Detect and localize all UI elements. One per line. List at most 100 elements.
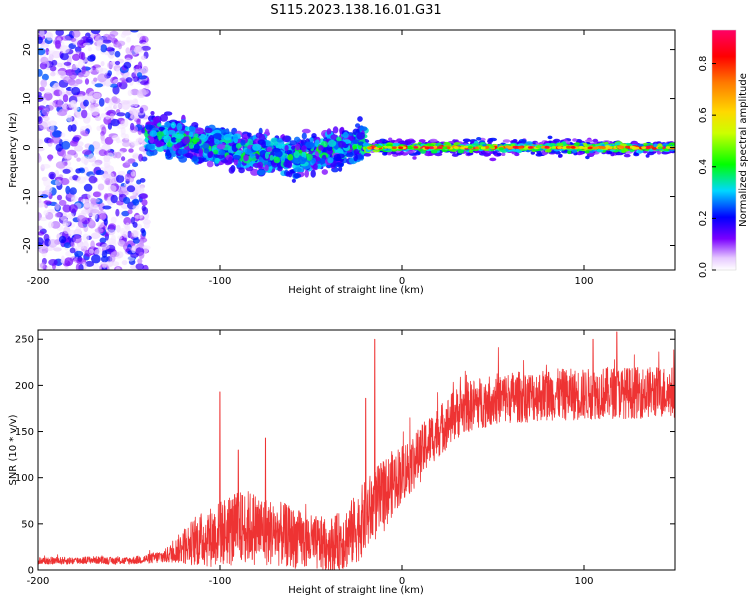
spectrogram-cell bbox=[337, 141, 347, 148]
spectrogram-cell bbox=[77, 242, 84, 250]
spectrogram-cell bbox=[130, 30, 139, 33]
spectrogram-cell bbox=[547, 135, 553, 140]
spectrogram-cell bbox=[114, 104, 124, 109]
spectrogram-cell bbox=[174, 134, 183, 139]
spectrogram-cell bbox=[136, 118, 141, 126]
spectrogram-cell bbox=[189, 125, 195, 132]
spectrogram-cell bbox=[109, 113, 115, 119]
spectrogram-cell bbox=[53, 247, 62, 252]
spectrogram-cell bbox=[535, 153, 543, 157]
spectrogram-cell bbox=[110, 216, 117, 224]
spectrogram-cell bbox=[176, 122, 183, 131]
spectrogram-cell bbox=[213, 132, 222, 140]
spectrogram-cell bbox=[287, 154, 294, 161]
spectrogram-cell bbox=[327, 139, 337, 147]
spectrogram-cell bbox=[58, 235, 67, 244]
spectrogram-cell bbox=[83, 183, 93, 192]
spectrogram-cell bbox=[264, 151, 269, 159]
spectrogram-cell bbox=[52, 130, 62, 138]
spectrogram-cell bbox=[64, 257, 74, 266]
spectrogram-cell bbox=[40, 79, 48, 88]
spectrogram-cell bbox=[105, 47, 115, 52]
spectrogram-cell bbox=[41, 73, 49, 81]
spectrogram-cell bbox=[38, 138, 43, 144]
spectrogram-cell bbox=[72, 106, 80, 111]
colorbar-gradient bbox=[712, 30, 736, 270]
spectrogram-cell bbox=[395, 152, 403, 156]
spectrogram-cell bbox=[87, 104, 96, 111]
spectrogram-cell bbox=[345, 152, 354, 158]
spectrogram-cell bbox=[57, 98, 63, 108]
spectrogram-cell bbox=[269, 154, 274, 161]
spectrogram-cell bbox=[59, 40, 65, 50]
spectrogram-y-axis-label: Frequency (Hz) bbox=[8, 112, 19, 188]
spectrogram-cell bbox=[67, 149, 77, 156]
spectrogram-cell bbox=[90, 240, 95, 250]
spectrogram-cell bbox=[134, 214, 144, 219]
spectrogram-cell bbox=[357, 116, 363, 122]
spectrogram-cell bbox=[125, 222, 130, 231]
spectrogram-cell bbox=[480, 146, 486, 150]
spectrogram-cell bbox=[104, 136, 114, 145]
spectrogram-cell bbox=[108, 172, 115, 180]
spectrogram-cell bbox=[163, 128, 169, 135]
spectrogram-cell bbox=[125, 160, 131, 166]
spectrogram-cell bbox=[139, 107, 144, 114]
spectrogram-cell bbox=[79, 168, 86, 174]
spectrogram-cell bbox=[38, 231, 45, 236]
spectrogram-cell bbox=[108, 99, 113, 108]
spectrogram-cell bbox=[342, 131, 349, 139]
spectrogram-cell bbox=[80, 130, 89, 136]
spectrogram-cell bbox=[132, 221, 138, 228]
spectrogram-cell bbox=[311, 133, 317, 139]
spectrogram-cell bbox=[43, 210, 49, 216]
spectrogram-cell bbox=[115, 174, 125, 183]
spectrogram-cell bbox=[38, 116, 43, 124]
spectrogram-cell bbox=[120, 32, 127, 38]
spectrogram-cell bbox=[130, 141, 140, 146]
spectrogram-cell bbox=[51, 59, 58, 66]
spectrogram-cell bbox=[592, 146, 598, 150]
spectrogram-cell bbox=[38, 196, 42, 204]
spectrogram-cell bbox=[527, 146, 533, 149]
spectrogram-cell bbox=[352, 139, 359, 144]
spectrogram-cell bbox=[55, 30, 64, 36]
spectrogram-cell bbox=[48, 259, 58, 266]
spectrogram-cell bbox=[633, 152, 640, 157]
spectrogram-cell bbox=[65, 251, 72, 257]
spectrogram-cell bbox=[110, 194, 118, 204]
spectrogram-cell bbox=[124, 133, 130, 141]
spectrogram-cell bbox=[39, 62, 48, 70]
spectrogram-cell bbox=[330, 134, 338, 140]
spectrogram-cell bbox=[43, 178, 52, 187]
spectrogram-cell bbox=[129, 107, 136, 115]
spectrogram-cell bbox=[123, 217, 132, 226]
snr-series-line bbox=[38, 331, 675, 570]
spectrogram-cell bbox=[178, 155, 188, 163]
spectrogram-cell bbox=[424, 146, 430, 150]
spectrogram-cell bbox=[104, 78, 113, 87]
spectrogram-cell bbox=[327, 157, 334, 164]
spectrogram-cell bbox=[293, 151, 300, 159]
spectrogram-cell bbox=[426, 143, 432, 147]
spectrogram-cell bbox=[363, 153, 372, 157]
spectrogram-cell bbox=[191, 137, 200, 143]
spectrogram-cell bbox=[45, 265, 52, 270]
spectrogram-cell bbox=[39, 194, 49, 199]
spectrogram-cell bbox=[293, 173, 302, 179]
spectrogram-cell bbox=[61, 35, 71, 41]
spectrogram-cell bbox=[567, 150, 572, 155]
spectrogram-cell bbox=[621, 149, 626, 154]
spectrogram-cell bbox=[214, 139, 220, 145]
spectrogram-cell bbox=[60, 148, 67, 158]
spectrogram-cell bbox=[353, 153, 358, 162]
spectrogram-cell bbox=[50, 71, 56, 77]
spectrogram-cell bbox=[546, 149, 552, 153]
spectrogram-cell bbox=[48, 239, 58, 248]
spectrogram-cell bbox=[140, 228, 146, 234]
spectrogram-cell bbox=[90, 232, 101, 239]
spectrogram-cell bbox=[40, 163, 51, 169]
spectrogram-cell bbox=[228, 156, 233, 165]
spectrogram-cell bbox=[87, 46, 92, 52]
spectrogram-cell bbox=[94, 248, 103, 257]
